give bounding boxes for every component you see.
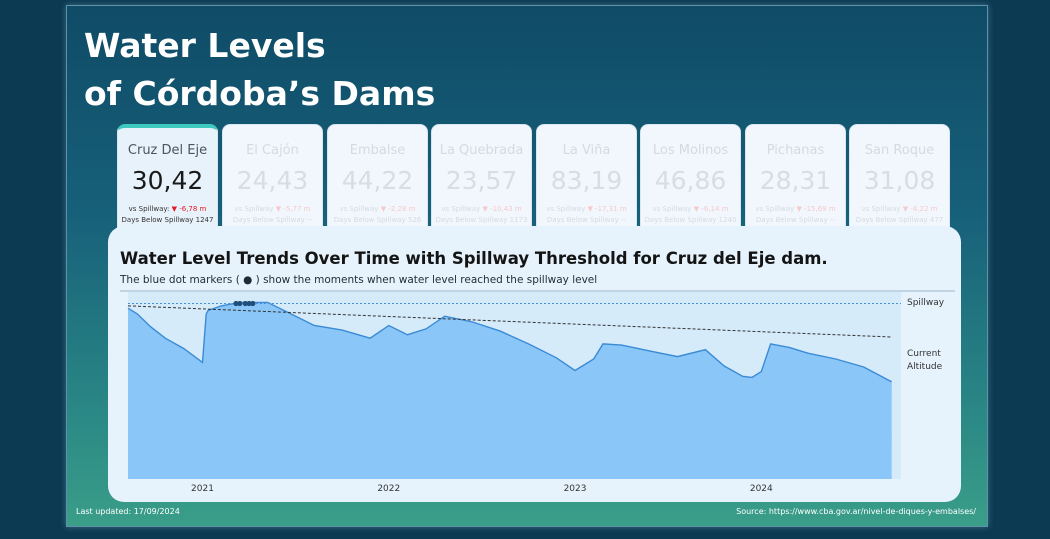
water-level-line — [127, 301, 893, 383]
days-below-spillway: Days Below Spillway 1240 — [644, 216, 737, 224]
current-altitude-label-1: Current — [907, 349, 941, 359]
spillway-marker — [246, 300, 252, 307]
days-below-spillway: Days Below Spillway -- — [755, 216, 836, 224]
dam-tab-la-vina[interactable]: La Viña 83,19 vs Spillway ▼ -17,31 m Day… — [536, 124, 637, 240]
dam-tab-la-quebrada[interactable]: La Quebrada 23,57 vs Spillway ▼ -10,43 m… — [431, 124, 532, 240]
vs-spillway: vs Spillway ▼ -2,28 m — [339, 205, 416, 213]
spillway-marker — [237, 300, 243, 307]
dam-name: San Roque — [864, 143, 935, 158]
dam-name: Pichanas — [766, 143, 825, 158]
dam-altitude: 44,22 — [341, 166, 414, 195]
dam-name: La Quebrada — [439, 143, 524, 158]
page-title-line-1: Water Levels — [84, 26, 326, 65]
dam-name: El Cajón — [246, 143, 299, 158]
spillway-marker — [233, 300, 239, 307]
x-tick-label: 2023 — [564, 484, 587, 494]
spillway-marker — [250, 300, 256, 307]
dam-tab-pichanas[interactable]: Pichanas 28,31 vs Spillway ▼ -15,69 m Da… — [745, 124, 846, 240]
dam-tab-los-molinos[interactable]: Los Molinos 46,86 vs Spillway ▼ -6,14 m … — [640, 124, 741, 240]
dam-tab-embalse[interactable]: Embalse 44,22 vs Spillway ▼ -2,28 m Days… — [327, 124, 428, 240]
dam-altitude: 31,08 — [863, 166, 936, 195]
x-tick-label: 2021 — [191, 484, 214, 494]
dam-altitude: 30,42 — [131, 166, 204, 195]
days-below-spillway: Days Below Spillway 1247 — [121, 216, 214, 224]
page-title-line-2: of Córdoba’s Dams — [84, 74, 436, 113]
last-updated: Last updated: 17/09/2024 — [76, 507, 180, 516]
dam-name: Los Molinos — [652, 143, 729, 158]
dam-altitude: 83,19 — [550, 166, 623, 195]
trend-line — [127, 305, 892, 338]
dam-altitude: 28,31 — [759, 166, 832, 195]
chart-subtitle: The blue dot markers ( ● ) show the mome… — [120, 274, 598, 286]
vs-spillway: vs Spillway: ▼ -6,78 m — [128, 205, 207, 213]
vs-spillway: vs Spillway ▼ -6,14 m — [652, 205, 729, 213]
water-level-area — [128, 302, 892, 479]
spillway-marker — [242, 300, 248, 307]
dam-name: Embalse — [349, 143, 406, 158]
dam-tab-san-roque[interactable]: San Roque 31,08 vs Spillway ▼ -4,22 m Da… — [849, 124, 950, 240]
days-below-spillway: Days Below Spillway 1173 — [435, 216, 528, 224]
vs-spillway: vs Spillway ▼ -5,77 m — [234, 205, 311, 213]
dam-tab-cruz-del-eje[interactable]: Cruz Del Eje 30,42 vs Spillway: ▼ -6,78 … — [117, 124, 218, 240]
vs-spillway: vs Spillway ▼ -10,43 m — [441, 205, 522, 213]
current-altitude-label-2: Altitude — [907, 362, 943, 372]
x-tick-label: 2022 — [377, 484, 400, 494]
data-source: Source: https://www.cba.gov.ar/nivel-de-… — [736, 507, 976, 516]
spillway-label: Spillway — [907, 298, 945, 308]
days-below-spillway: Days Below Spillway -- — [232, 216, 313, 224]
page-title: Water Levels of Córdoba’s Dams — [84, 22, 435, 118]
dam-name: La Viña — [562, 143, 611, 158]
vs-spillway: vs Spillway ▼ -17,31 m — [546, 205, 627, 213]
days-below-spillway: Days Below Spillway 477 — [855, 216, 944, 224]
dam-altitude: 23,57 — [445, 166, 518, 195]
vs-spillway: vs Spillway ▼ -4,22 m — [861, 205, 938, 213]
days-below-spillway: Days Below Spillway 526 — [333, 216, 422, 224]
dam-name: Cruz Del Eje — [127, 143, 208, 158]
x-tick-label: 2024 — [750, 484, 773, 494]
days-below-spillway: Days Below Spillway -- — [546, 216, 627, 224]
chart-title: Water Level Trends Over Time with Spillw… — [120, 249, 828, 268]
dam-altitude: 46,86 — [654, 166, 727, 195]
vs-spillway: vs Spillway ▼ -15,69 m — [755, 205, 836, 213]
dam-altitude: 24,43 — [236, 166, 309, 195]
